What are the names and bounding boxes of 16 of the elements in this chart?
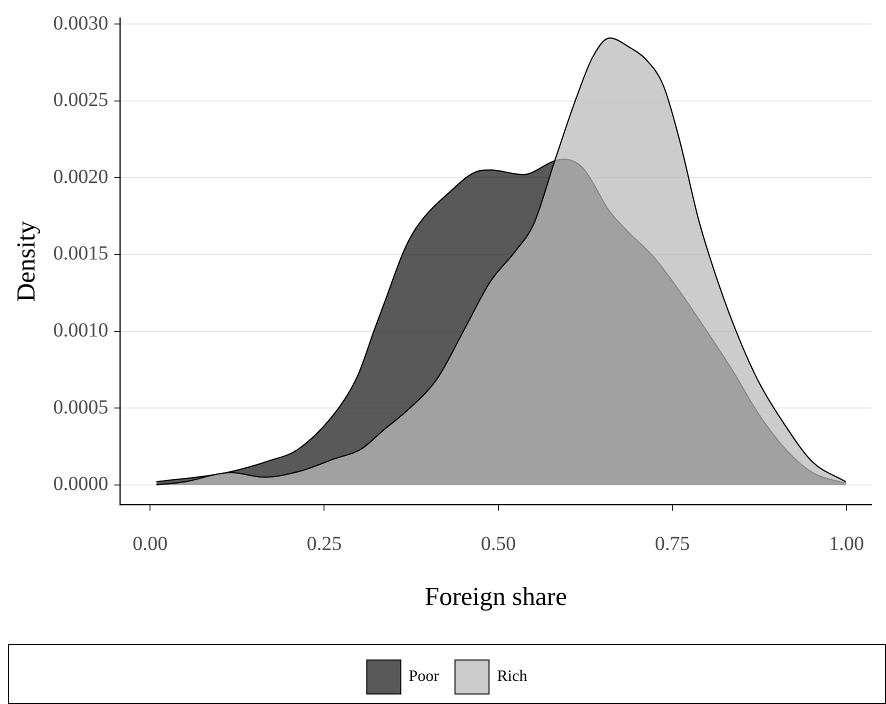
x-tick-label: 1.00 <box>829 533 864 556</box>
x-tick-label: 0.25 <box>306 533 342 556</box>
x-tick-label: 0.00 <box>132 533 168 556</box>
legend-label: Rich <box>497 668 528 686</box>
y-tick-label: 0.0020 <box>53 166 108 188</box>
y-tick-label: 0.0010 <box>53 320 108 342</box>
y-tick-label: 0.0005 <box>53 396 108 418</box>
y-tick-label: 0.0025 <box>53 89 108 112</box>
x-tick-label: 0.50 <box>480 533 516 556</box>
x-axis-title: Foreign share <box>424 582 568 612</box>
y-axis-title: Density <box>11 220 40 302</box>
legend-label: Poor <box>408 668 440 686</box>
y-tick-label: 0.0000 <box>53 473 108 496</box>
y-tick-label: 0.0015 <box>53 242 108 265</box>
x-tick-label: 0.75 <box>654 533 690 556</box>
y-tick-label: 0.0030 <box>53 12 108 34</box>
